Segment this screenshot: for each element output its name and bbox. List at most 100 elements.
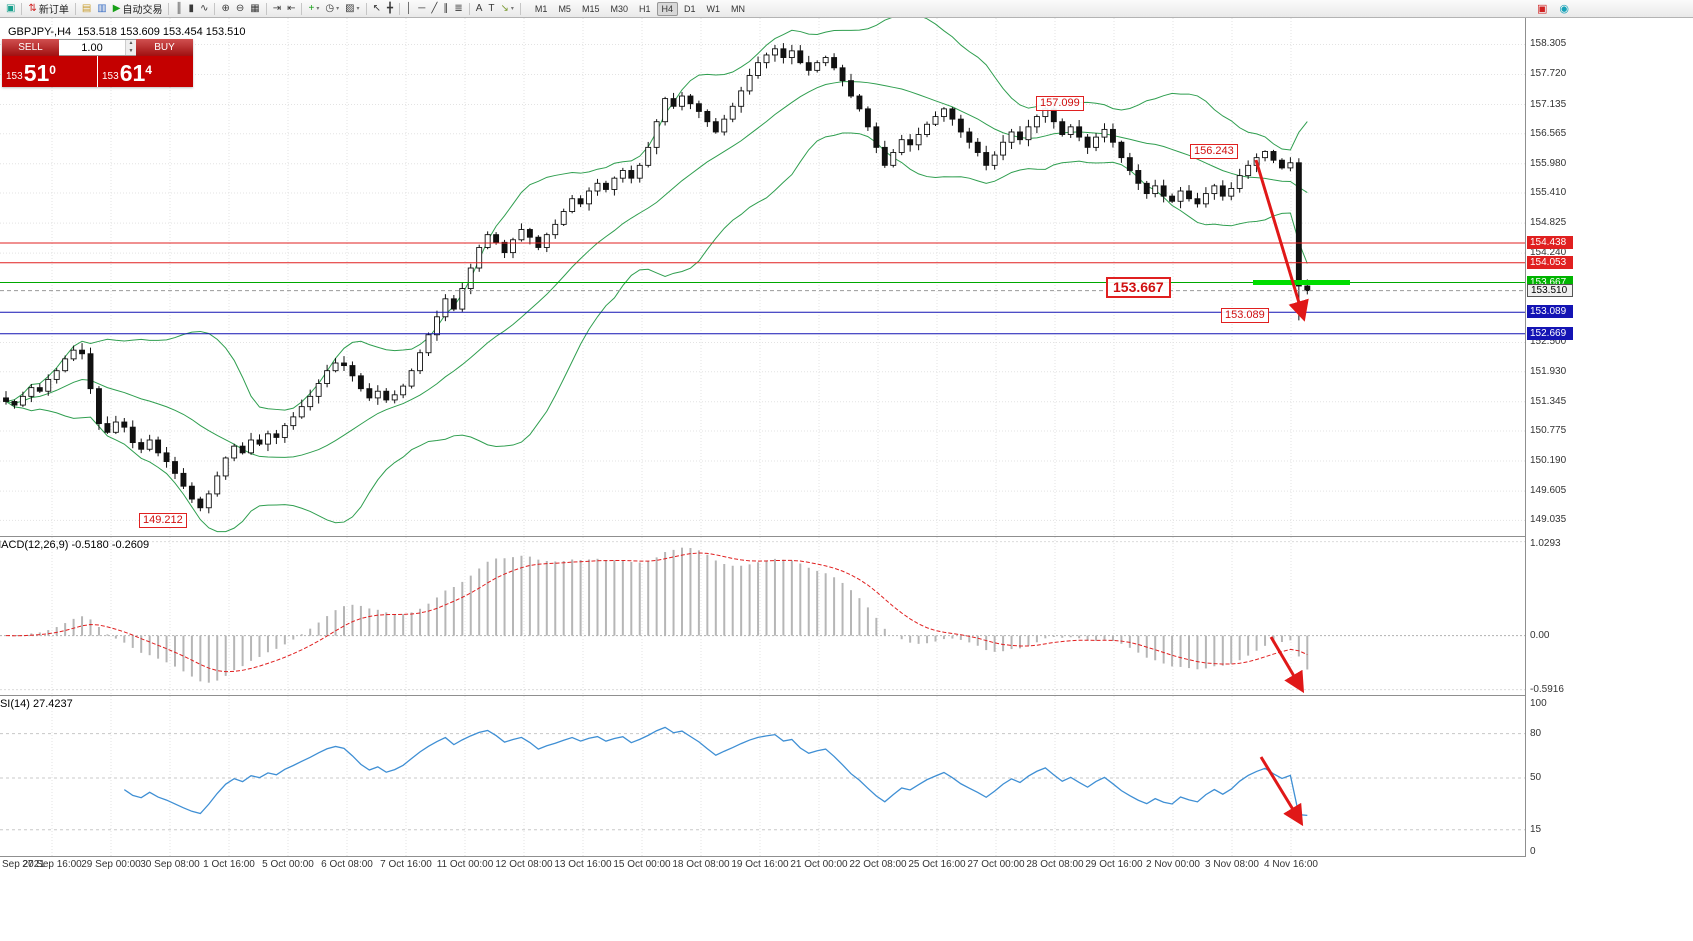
community-icon[interactable]: ◉ xyxy=(1559,3,1569,15)
candlestick-chart-icon: ▮ xyxy=(188,2,195,14)
price-axis-label: 157.135 xyxy=(1530,98,1567,110)
time-axis-label: 11 Oct 00:00 xyxy=(436,859,494,870)
horizontal-line-icon: ─ xyxy=(418,2,426,14)
new-order-button[interactable]: ⇅ 新订单 xyxy=(25,0,71,17)
trendline-icon[interactable]: ╱ xyxy=(428,2,440,16)
vertical-line-icon[interactable]: │ xyxy=(403,2,415,16)
price-axis-label: 156.565 xyxy=(1530,127,1567,139)
time-axis[interactable]: Sep 2021 27 Sep 16:00 29 Sep 00:00 30 Sep 0… xyxy=(0,857,1693,875)
macd-histogram xyxy=(13,547,1309,683)
arrows-icon[interactable]: ↘ ▾ xyxy=(498,2,517,16)
buy-button[interactable]: BUY xyxy=(136,39,193,56)
price-callout[interactable]: 149.212 xyxy=(139,513,187,528)
autotrade-button[interactable]: ▶ 自动交易 xyxy=(110,0,166,17)
channel-icon[interactable]: ∥ xyxy=(440,2,451,16)
price-callout[interactable]: 153.667 xyxy=(1106,277,1171,298)
horizontal-line-icon[interactable]: ─ xyxy=(415,2,428,16)
data-window-icon[interactable]: ▥ xyxy=(94,2,109,16)
volume-control[interactable]: ▲ ▼ xyxy=(59,39,136,56)
autotrade-button: ▶ xyxy=(112,2,121,14)
toolbar-separator xyxy=(468,2,470,15)
toolbar-separator xyxy=(214,2,216,15)
one-click-trading-widget: SELL ▲ ▼ BUY 153 51 0 153 61 4 xyxy=(2,39,193,87)
timeframe-mn[interactable]: MN xyxy=(731,3,746,14)
text-icon: A xyxy=(475,2,483,14)
buy-price-prefix: 153 xyxy=(102,71,119,82)
toolbar-separator xyxy=(74,2,76,15)
price-axis-label: 150.775 xyxy=(1530,425,1567,436)
price-callout[interactable]: 153.089 xyxy=(1221,308,1269,323)
price-axis-label: 151.930 xyxy=(1530,365,1567,377)
price-axis-label: 150.190 xyxy=(1530,455,1567,467)
notifications-icon[interactable]: ▣ xyxy=(1536,3,1548,15)
timeframe-h4[interactable]: H4 xyxy=(656,1,679,16)
price-axis-label: 155.980 xyxy=(1530,157,1567,169)
sell-button[interactable]: SELL xyxy=(2,39,59,56)
macd-pane[interactable]: MACD(12,26,9) -0.5180 -0.2609 xyxy=(0,537,1525,695)
toolbar-separator xyxy=(301,2,303,15)
volume-input[interactable] xyxy=(59,40,125,55)
autotrade-button-label: 自动交易 xyxy=(122,5,163,16)
auto-scroll-icon[interactable]: ⇥ xyxy=(270,2,284,16)
candlestick-chart-icon[interactable]: ▮ xyxy=(186,2,198,16)
chart-shift-icon[interactable]: ⇤ xyxy=(284,2,298,16)
text-icon[interactable]: A xyxy=(473,2,486,16)
indicators-icon: + xyxy=(308,2,315,14)
level-price-tag[interactable]: 152.669 xyxy=(1527,326,1573,340)
main-chart-pane[interactable]: GBPJPY-,H4 153.518 153.609 153.454 153.5… xyxy=(0,18,1525,536)
bar-chart-icon[interactable]: ║ xyxy=(172,2,185,16)
timeframe-m5[interactable]: M5 xyxy=(558,3,571,14)
timeframe-h1[interactable]: H1 xyxy=(638,3,651,14)
candles-layer xyxy=(3,43,1311,514)
time-axis-label: 25 Oct 16:00 xyxy=(908,859,966,870)
toolbar-separator xyxy=(21,2,23,15)
level-price-tag[interactable]: 153.089 xyxy=(1527,305,1573,319)
zoom-in-icon[interactable]: ⊕ xyxy=(218,2,232,16)
label-icon[interactable]: T xyxy=(485,2,497,16)
label-icon: T xyxy=(488,2,495,14)
sell-price-panel[interactable]: 153 51 0 xyxy=(2,56,97,87)
templates-icon-dropdown[interactable]: ▾ xyxy=(356,6,360,12)
macd-label: MACD(12,26,9) -0.5180 -0.2609 xyxy=(0,539,150,551)
price-callout[interactable]: 157.099 xyxy=(1036,96,1084,111)
app-icon[interactable]: ▣ xyxy=(3,2,18,16)
cursor-icon[interactable]: ↖ xyxy=(370,2,384,16)
rsi-label: RSI(14) 27.4237 xyxy=(0,698,73,710)
rsi-pane[interactable]: RSI(14) 27.4237 xyxy=(0,696,1525,856)
buy-price-panel[interactable]: 153 61 4 xyxy=(98,56,193,87)
rsi-line xyxy=(123,726,1308,817)
pane-separator[interactable] xyxy=(0,536,1693,537)
timeframe-d1[interactable]: D1 xyxy=(684,3,696,14)
timeframe-m15[interactable]: M15 xyxy=(581,3,600,14)
periods-icon-dropdown[interactable]: ▾ xyxy=(336,6,340,12)
arrows-icon-dropdown[interactable]: ▾ xyxy=(510,6,514,12)
line-chart-icon[interactable]: ∿ xyxy=(197,2,211,16)
zoom-out-icon[interactable]: ⊖ xyxy=(233,2,247,16)
templates-icon[interactable]: ▨ ▾ xyxy=(342,2,362,16)
current-price-tag: 153.510 xyxy=(1527,283,1573,297)
volume-increase-button[interactable]: ▲ xyxy=(126,40,136,48)
tile-windows-icon[interactable]: ▦ xyxy=(247,2,262,16)
fibonacci-icon[interactable]: ≣ xyxy=(451,2,465,16)
level-price-tag[interactable]: 154.438 xyxy=(1527,235,1573,249)
timeframe-m1[interactable]: M1 xyxy=(534,3,548,14)
tile-windows-icon: ▦ xyxy=(250,2,260,14)
rsi-axis-label: 100 xyxy=(1530,698,1547,709)
price-axis[interactable]: 158.305 157.720 157.135 156.565 155.980 155.4… xyxy=(1525,18,1693,857)
market-watch-icon[interactable]: ▤ xyxy=(79,2,94,16)
time-axis-separator xyxy=(0,856,1693,857)
volume-decrease-button[interactable]: ▼ xyxy=(126,47,136,55)
indicators-icon-dropdown[interactable]: ▾ xyxy=(316,6,320,12)
price-callout[interactable]: 156.243 xyxy=(1190,144,1238,159)
crosshair-icon[interactable]: ╋ xyxy=(384,2,396,16)
time-axis-label: 22 Oct 08:00 xyxy=(849,859,907,870)
indicators-icon[interactable]: + ▾ xyxy=(305,2,322,16)
pane-separator[interactable] xyxy=(0,695,1693,696)
chart-shift-icon: ⇤ xyxy=(287,2,296,14)
time-axis-label: 13 Oct 16:00 xyxy=(554,859,612,870)
periods-icon[interactable]: ◷ ▾ xyxy=(322,2,342,16)
rsi-axis-label: 50 xyxy=(1530,772,1542,783)
level-price-tag[interactable]: 154.053 xyxy=(1527,255,1573,269)
timeframe-m30[interactable]: M30 xyxy=(610,3,628,14)
timeframe-w1[interactable]: W1 xyxy=(706,3,721,14)
